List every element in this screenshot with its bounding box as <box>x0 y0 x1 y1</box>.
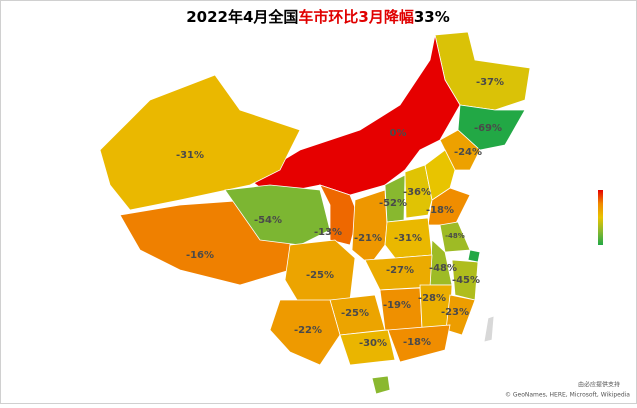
region-label: -31% <box>394 233 422 244</box>
region-label: -45% <box>452 275 480 286</box>
region <box>339 329 396 366</box>
region-label: -25% <box>341 308 369 319</box>
region-label: -36% <box>403 187 431 198</box>
region-unlabeled <box>483 315 495 343</box>
title-part: 2022年4月全国 <box>186 8 298 26</box>
region-label: -37% <box>476 77 504 88</box>
region-label: -23% <box>441 307 469 318</box>
region-label: -27% <box>386 265 414 276</box>
region-label: -18% <box>426 205 454 216</box>
region-label: -24% <box>454 147 482 158</box>
region-label: -48% <box>445 232 465 240</box>
region <box>404 164 433 219</box>
labels: -37% -69% -24% 0% -31% -16% -54% -13% -52%-36% -1… <box>176 77 504 349</box>
region-label: -25% <box>306 270 334 281</box>
title-part: 33% <box>414 8 450 26</box>
region-unlabeled <box>467 249 481 263</box>
region <box>364 254 433 291</box>
color-legend <box>598 190 603 245</box>
region-unlabeled <box>371 375 391 395</box>
region-label: -13% <box>314 227 342 238</box>
region <box>269 299 341 366</box>
region-label: 0% <box>390 128 407 139</box>
region <box>445 294 476 336</box>
attribution: © GeoNames, HERE, Microsoft, Wikipedia <box>505 392 630 399</box>
title: 2022年4月全国车市环比3月降幅33% <box>186 8 450 26</box>
region-label: -54% <box>254 215 282 226</box>
regions <box>99 31 531 366</box>
region-label: -52% <box>379 198 407 209</box>
region-label: -22% <box>294 325 322 336</box>
region <box>387 324 451 363</box>
region-label: -21% <box>354 233 382 244</box>
region-label: -28% <box>418 293 446 304</box>
region-label: -48% <box>429 263 457 274</box>
region <box>319 184 359 246</box>
region-unlabeled <box>424 149 456 201</box>
title-part: 车市环比3月降幅 <box>298 8 413 26</box>
region-label: -69% <box>474 123 502 134</box>
region-label: -18% <box>403 337 431 348</box>
region-label: -31% <box>176 150 204 161</box>
region-label: -19% <box>383 300 411 311</box>
region-label: -16% <box>186 250 214 261</box>
attribution: 由必应提供支持 <box>578 381 620 389</box>
region <box>99 74 301 211</box>
region-label: -30% <box>359 338 387 349</box>
